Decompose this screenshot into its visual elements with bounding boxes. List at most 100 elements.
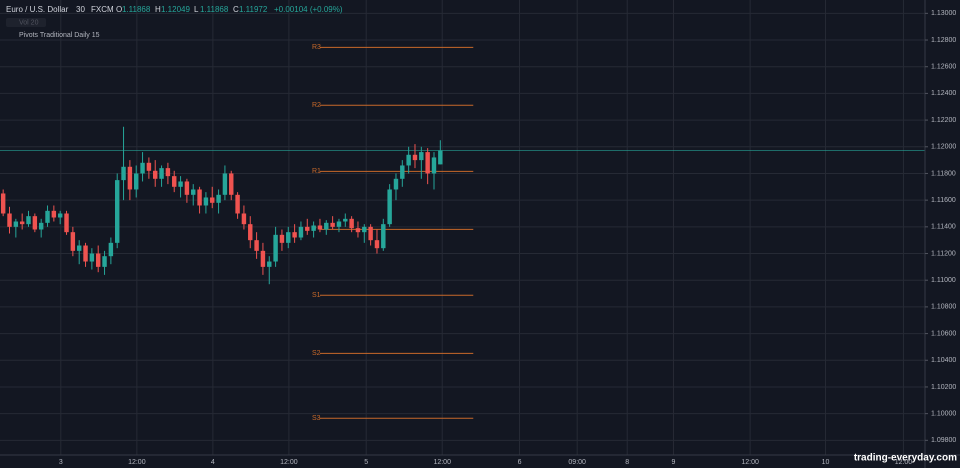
y-tick-label: 1.12600 [931, 64, 956, 71]
candle-body [51, 210, 57, 218]
ohlc-letter: O [116, 5, 122, 14]
candle-body [241, 213, 247, 225]
y-tick-label: 1.10400 [931, 357, 956, 364]
candle-body [159, 168, 164, 179]
candle-body [343, 218, 348, 222]
pivot-label: R2 [312, 102, 321, 109]
watermark: trading-everyday.com [854, 453, 957, 464]
candle-body [184, 181, 190, 195]
ohlc-value: 1.11972 [239, 5, 268, 14]
x-tick-label: 9 [672, 459, 676, 466]
candle-body [133, 173, 139, 190]
x-tick-label: 5 [364, 459, 368, 466]
candle-body [324, 222, 329, 230]
candle-body [381, 224, 386, 249]
candle-body [165, 168, 171, 177]
candle-body [191, 189, 196, 195]
candle-body [311, 225, 316, 231]
candle-body [89, 253, 95, 262]
candle-body [374, 240, 380, 249]
interval: 30 [76, 5, 85, 14]
pivot-label: R3 [312, 44, 321, 51]
ohlc-value: 1.11868 [200, 5, 229, 14]
candle-body [298, 226, 304, 238]
volume-legend-box[interactable] [6, 18, 46, 27]
volume-label: Vol 20 [19, 19, 39, 26]
candle-body [393, 178, 399, 190]
candle-body [210, 197, 215, 203]
y-tick-label: 1.11400 [931, 224, 956, 231]
candle-body [279, 234, 285, 243]
candle-body [267, 261, 272, 267]
pivot-label: S3 [312, 415, 321, 422]
y-tick-label: 1.11200 [931, 250, 956, 257]
candle-body [13, 221, 19, 227]
candle-body [425, 152, 430, 174]
y-tick-label: 1.10800 [931, 304, 956, 311]
y-tick-label: 1.13000 [931, 10, 956, 17]
candle-body [229, 173, 234, 195]
candle-body [305, 226, 310, 231]
y-tick-label: 1.12200 [931, 117, 956, 124]
candle-body [419, 152, 424, 161]
candle-body [19, 221, 25, 225]
candle-body [330, 222, 335, 227]
candle-body [355, 228, 361, 233]
candle-body [140, 162, 145, 174]
candle-body [121, 166, 126, 181]
candle-body [95, 253, 101, 267]
ohlc-letter: H [155, 5, 161, 14]
x-tick-label: 09:00 [568, 459, 586, 466]
candle-body [7, 213, 12, 227]
candle-body [0, 193, 6, 214]
candle-body [108, 242, 114, 257]
candle-body [235, 194, 240, 214]
candle-body [216, 194, 221, 203]
candle-body [368, 226, 373, 241]
candle-body [38, 222, 44, 230]
y-tick-label: 1.12000 [931, 144, 956, 151]
candle-body [412, 154, 418, 161]
change: +0.00104 (+0.09%) [274, 5, 343, 14]
candle-body [431, 157, 437, 174]
y-tick-label: 1.10200 [931, 384, 956, 391]
source: FXCM [91, 5, 114, 14]
grid [0, 0, 925, 455]
candle-body [178, 181, 183, 187]
header: Euro / U.S. Dollar 30 FXCM Vol 20 Pivots… [6, 5, 957, 464]
candle-body [387, 189, 392, 225]
x-tick-label: 12:00 [741, 459, 759, 466]
candle-body [114, 180, 120, 243]
candle-body [248, 224, 253, 241]
candle-body [127, 166, 133, 190]
x-tick-label: 12:00 [433, 459, 451, 466]
indicator-label: Pivots Traditional Daily 15 [19, 32, 100, 39]
ohlc-letter: C [233, 5, 239, 14]
ohlc-value: 1.11868 [122, 5, 151, 14]
candle-body [57, 213, 63, 218]
plot: R3R2R1PS1S2S3 [0, 44, 925, 422]
candle-body [153, 170, 158, 179]
y-tick-label: 1.11800 [931, 170, 956, 177]
candle-body [273, 234, 278, 262]
x-tick-label: 3 [59, 459, 63, 466]
candle-body [203, 197, 209, 206]
y-tick-label: 1.11000 [931, 277, 956, 284]
candle-body [292, 232, 297, 238]
candle-body [406, 154, 411, 166]
x-tick-label: 8 [625, 459, 629, 466]
candle-body [172, 176, 177, 187]
candle-body [400, 165, 405, 179]
candle-body [438, 150, 443, 165]
candle-body [197, 189, 202, 206]
candle-body [76, 245, 82, 251]
x-tick-label: 12:00 [280, 459, 298, 466]
candle-body [362, 226, 367, 233]
y-tick-label: 1.12800 [931, 37, 956, 44]
candle-body [349, 218, 354, 229]
pivot-label: S1 [312, 292, 321, 299]
y-tick-label: 1.10000 [931, 410, 956, 417]
x-tick-label: 12:00 [128, 459, 146, 466]
